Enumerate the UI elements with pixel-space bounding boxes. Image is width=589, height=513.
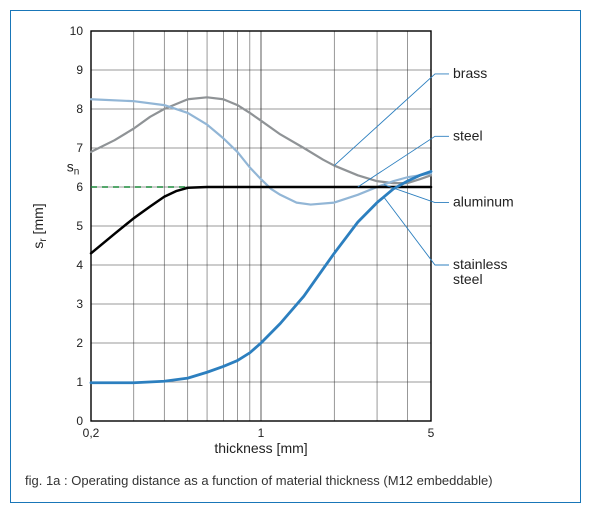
svg-text:10: 10: [70, 24, 84, 38]
svg-text:5: 5: [428, 426, 435, 440]
svg-text:8: 8: [76, 102, 83, 116]
chart-svg: 0123456789100,215thickness [mm]sr [mm]sn…: [11, 21, 580, 461]
svg-text:0,2: 0,2: [83, 426, 100, 440]
svg-text:aluminum: aluminum: [453, 194, 514, 210]
svg-text:brass: brass: [453, 65, 487, 81]
svg-text:9: 9: [76, 63, 83, 77]
chart-area: 0123456789100,215thickness [mm]sr [mm]sn…: [11, 21, 580, 461]
svg-text:1: 1: [258, 426, 265, 440]
svg-text:1: 1: [76, 375, 83, 389]
svg-text:steel: steel: [453, 127, 483, 143]
svg-text:5: 5: [76, 219, 83, 233]
svg-text:steel: steel: [453, 271, 483, 287]
svg-text:3: 3: [76, 297, 83, 311]
svg-text:stainless: stainless: [453, 256, 507, 272]
svg-text:thickness [mm]: thickness [mm]: [214, 440, 307, 456]
svg-text:sn: sn: [67, 159, 80, 178]
figure-container: 0123456789100,215thickness [mm]sr [mm]sn…: [10, 10, 581, 503]
svg-text:4: 4: [76, 258, 83, 272]
figure-caption: fig. 1a : Operating distance as a functi…: [11, 461, 580, 502]
svg-text:6: 6: [76, 180, 83, 194]
svg-text:7: 7: [76, 141, 83, 155]
svg-text:2: 2: [76, 336, 83, 350]
svg-text:sr [mm]: sr [mm]: [30, 203, 49, 248]
